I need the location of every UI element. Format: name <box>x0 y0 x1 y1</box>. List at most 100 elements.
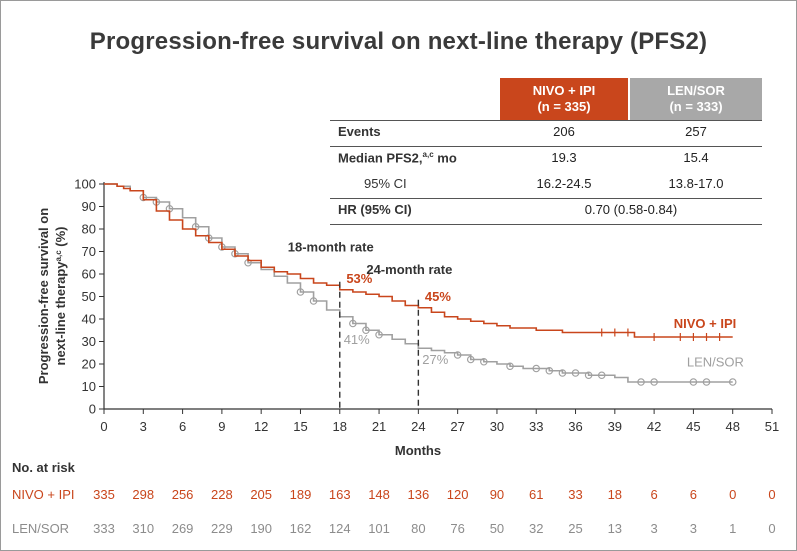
len-censor-mark <box>362 326 370 335</box>
risk-cell: 50 <box>489 521 505 536</box>
len-censor-mark <box>349 319 357 328</box>
x-tick-label: 21 <box>372 419 386 434</box>
ci-len: 13.8-17.0 <box>668 176 724 191</box>
x-tick-label: 42 <box>647 419 661 434</box>
len-censor-mark <box>689 378 698 386</box>
x-tick-label: 36 <box>568 419 582 434</box>
risk-cell: 3 <box>689 521 698 536</box>
events-nivo: 206 <box>553 124 575 139</box>
len-censor-mark <box>637 378 645 386</box>
y-tick-label: 90 <box>82 199 96 214</box>
rate24-label: 24-month rate <box>366 262 452 277</box>
len-series-label: LEN/SOR <box>687 354 744 369</box>
hr-value: 0.70 (0.58-0.84) <box>584 202 678 217</box>
len-censor-mark <box>545 366 554 375</box>
nivo-series-label: NIVO + IPI <box>674 316 737 331</box>
y-tick-label: 60 <box>82 267 96 282</box>
header-len: LEN/SOR (n = 333) <box>630 78 762 120</box>
y-axis-label: Progression-free survival on next-line th… <box>36 208 68 384</box>
risk-cell: 269 <box>171 521 194 536</box>
len-censor-mark <box>702 378 711 386</box>
y-tick-label: 30 <box>82 334 96 349</box>
len-censor-mark <box>532 364 541 373</box>
risk-cell: 229 <box>211 521 233 536</box>
x-tick-label: 33 <box>529 419 543 434</box>
risk-cell: 190 <box>250 521 273 536</box>
x-tick-label: 48 <box>725 419 739 434</box>
risk-cell: 333 <box>93 521 115 536</box>
y-tick-label: 70 <box>82 244 96 259</box>
rate18-label: 18-month rate <box>288 240 374 255</box>
risk-cell: 148 <box>368 487 390 502</box>
row-hr: HR (95% CI) 0.70 (0.58-0.84) <box>330 198 762 224</box>
y-tick-label: 40 <box>82 312 96 327</box>
header-nivo-n: (n = 335) <box>537 99 591 114</box>
header-nivo: NIVO + IPI (n = 335) <box>500 78 628 120</box>
hr-label: HR (95% CI) <box>338 202 412 217</box>
table-rule <box>330 146 762 147</box>
len-censor-mark <box>453 351 462 359</box>
events-label: Events <box>338 124 381 139</box>
len-censor-mark <box>480 357 488 366</box>
x-tick-label: 12 <box>254 419 268 434</box>
median-len: 15.4 <box>683 150 709 165</box>
risk-label-len: LEN/SOR <box>12 521 70 536</box>
y-tick-label: 20 <box>82 357 96 372</box>
risk-cell: 298 <box>132 487 155 502</box>
y-tick-label: 80 <box>82 222 96 237</box>
x-tick-label: 24 <box>411 419 425 434</box>
risk-label-nivo: NIVO + IPI <box>12 487 75 502</box>
header-len-name: LEN/SOR <box>667 83 725 98</box>
risk-cell: 25 <box>568 521 583 536</box>
x-tick-label: 45 <box>686 419 700 434</box>
ci-nivo: 16.2-24.5 <box>536 176 592 191</box>
header-nivo-name: NIVO + IPI <box>532 83 596 98</box>
series-group <box>104 183 737 386</box>
risk-cell: 13 <box>607 521 623 536</box>
len-censor-mark <box>558 369 567 377</box>
len-censor-mark <box>650 378 658 386</box>
x-tick-label: 51 <box>765 419 779 434</box>
risk-cell: 33 <box>568 487 583 502</box>
table-rule <box>330 198 762 199</box>
median-nivo: 19.3 <box>551 150 577 165</box>
x-tick-label: 27 <box>450 419 464 434</box>
table-rule <box>330 224 762 225</box>
risk-cell: 101 <box>368 521 390 536</box>
risk-cell: 80 <box>411 521 426 536</box>
risk-cell: 90 <box>489 487 505 502</box>
risk-cell: 1 <box>729 521 737 536</box>
len-censor-mark <box>506 362 514 371</box>
len-censor-mark <box>597 371 606 380</box>
x-tick-label: 6 <box>179 419 186 434</box>
y-tick-label: 10 <box>82 379 96 394</box>
risk-cell: 162 <box>289 521 312 536</box>
x-tick-label: 0 <box>100 419 107 434</box>
risk-cell: 228 <box>211 487 233 502</box>
risk-cell: 6 <box>689 487 698 502</box>
table-rule <box>330 120 762 121</box>
risk-cell: 61 <box>529 487 544 502</box>
risk-table-title: No. at risk <box>12 460 75 475</box>
len-censor-mark <box>728 378 737 386</box>
x-tick-label: 30 <box>490 419 504 434</box>
len-18: 41% <box>344 332 370 347</box>
risk-cell: 76 <box>450 521 465 536</box>
len-censor-mark <box>466 355 475 364</box>
header-len-n: (n = 333) <box>669 99 723 114</box>
len-censor-mark <box>309 297 318 305</box>
risk-cell: 163 <box>328 487 351 502</box>
x-tick-label: 3 <box>140 419 147 434</box>
len-censor-mark <box>296 288 305 296</box>
x-tick-label: 15 <box>293 419 307 434</box>
x-tick-label: 39 <box>608 419 622 434</box>
row-median: Median PFS2,a,c mo 19.3 15.4 <box>330 146 762 172</box>
len-curve <box>104 183 733 383</box>
risk-cell: 32 <box>529 521 544 536</box>
risk-row-nivo: NIVO + IPI 335 298 256 228 205 189 163 148 136 12… <box>0 487 797 505</box>
x-tick-label: 9 <box>218 419 225 434</box>
row-ci: 95% CI 16.2-24.5 13.8-17.0 <box>330 172 762 198</box>
median-label: Median PFS2,a,c mo <box>338 150 457 166</box>
